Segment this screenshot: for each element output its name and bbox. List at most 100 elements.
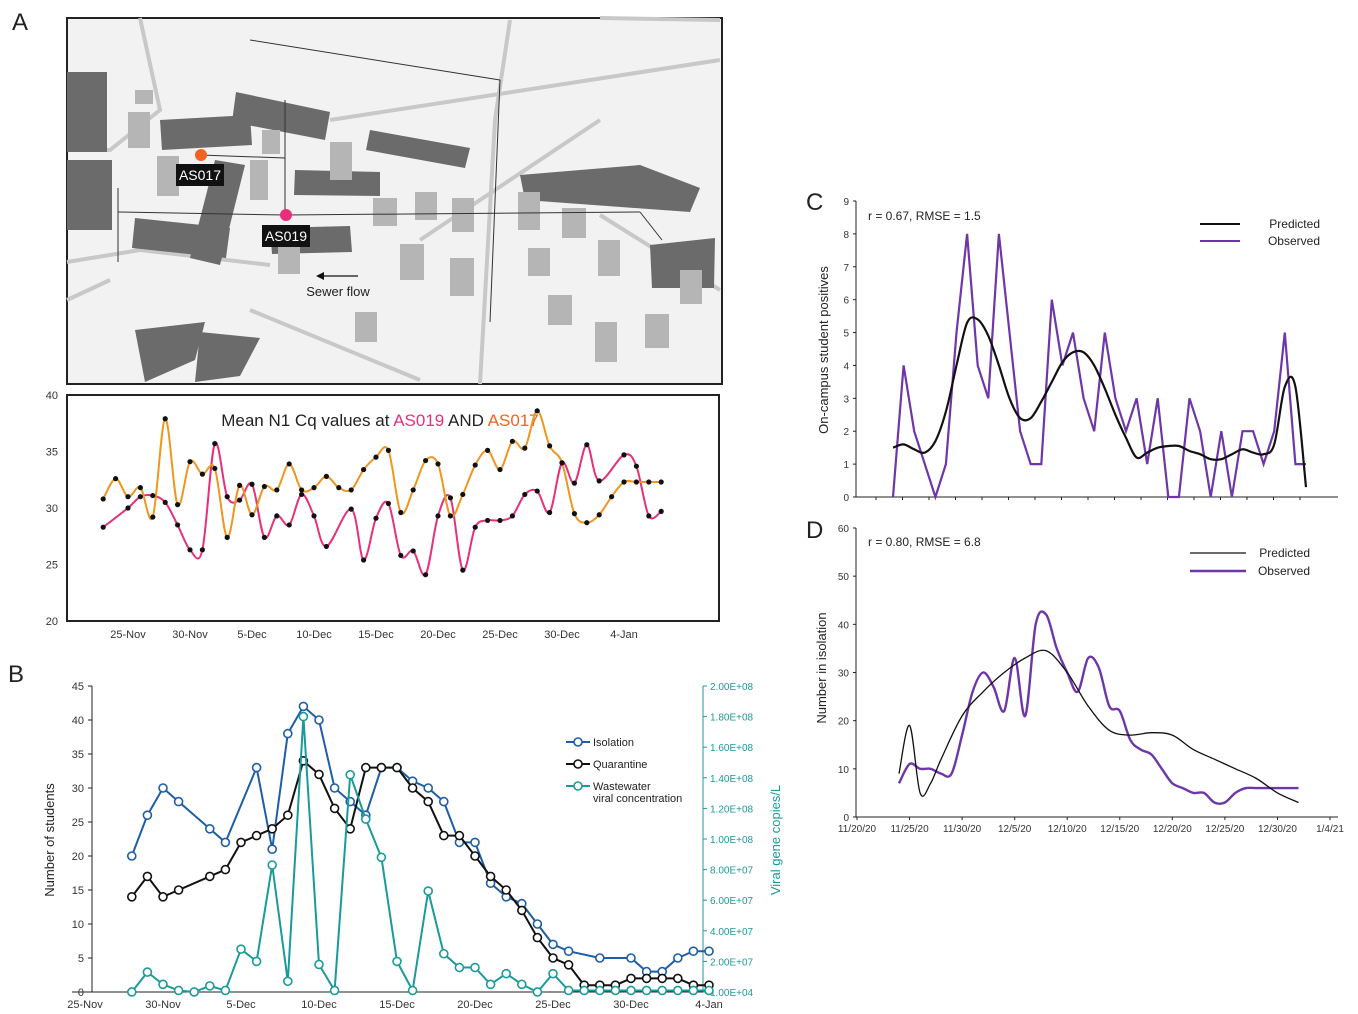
- chart-c-annotation: r = 0.67, RMSE = 1.5: [868, 209, 981, 223]
- chart-b-point-quarantine: [128, 893, 136, 901]
- chart-b-ytick-1: 5: [78, 953, 84, 965]
- chart-b-point-wastewater: [455, 964, 463, 972]
- chart-a-point-as019: [621, 452, 626, 457]
- chart-b-point-wastewater: [253, 957, 261, 965]
- chart-b-point-wastewater: [533, 988, 541, 996]
- chart-b-point-isolation: [549, 940, 557, 948]
- chart-b-y2tick-5: 1.00E+08: [710, 835, 754, 846]
- chart-b-point-wastewater: [331, 986, 339, 994]
- chart-a-point-as017: [572, 511, 577, 516]
- chart-d-ytick-5: 50: [838, 572, 850, 583]
- chart-b: 0 5 10 15 20 25 30 35 40 45 1.00E+04 2.00E+07 4.00E+…: [67, 681, 753, 1011]
- chart-a-point-as017: [175, 502, 180, 507]
- marker-as017: [195, 149, 207, 161]
- chart-a-point-as019: [659, 509, 664, 514]
- chart-b-point-wastewater: [487, 980, 495, 988]
- chart-a-point-as017: [535, 408, 540, 413]
- chart-b-point-quarantine: [206, 872, 214, 880]
- chart-d-xtick-5: 12/15/20: [1100, 824, 1139, 835]
- chart-b-point-quarantine: [533, 934, 541, 942]
- chart-a-point-as017: [187, 459, 192, 464]
- chart-b-point-wastewater: [440, 950, 448, 958]
- chart-d-xtick-8: 12/30/20: [1258, 824, 1297, 835]
- chart-c-legend-label-predicted: Predicted: [1269, 217, 1320, 231]
- chart-b-point-quarantine: [175, 886, 183, 894]
- chart-c-line-observed: [893, 234, 1306, 497]
- chart-b-xtick-0: 25-Nov: [67, 999, 103, 1011]
- chart-a-xtick-8: 4-Jan: [610, 629, 638, 641]
- chart-a-point-as019: [225, 494, 230, 499]
- chart-a-point-as019: [547, 510, 552, 515]
- chart-a-ytick-2: 30: [46, 503, 58, 515]
- chart-a-ytick-0: 20: [46, 616, 58, 628]
- chart-a-title: Mean N1 Cq values at AS019 AND AS017: [221, 411, 539, 430]
- chart-d-ytick-6: 60: [838, 524, 850, 535]
- chart-b-line-wastewater: [132, 717, 709, 992]
- chart-a-point-as019: [125, 505, 130, 510]
- chart-b-point-isolation: [533, 920, 541, 928]
- chart-a-point-as019: [163, 500, 168, 505]
- chart-a-point-as019: [597, 478, 602, 483]
- chart-b-point-quarantine: [393, 764, 401, 772]
- chart-b-y2tick-7: 1.40E+08: [710, 774, 754, 785]
- chart-b-y2label: Viral gene copies/L: [768, 785, 783, 895]
- chart-b-point-isolation: [128, 852, 136, 860]
- chart-b-point-quarantine: [502, 886, 510, 894]
- chart-a-ytick-4: 40: [46, 390, 58, 402]
- chart-a-point-as017: [373, 455, 378, 460]
- chart-a-point-as017: [225, 535, 230, 540]
- chart-a-point-as017: [299, 487, 304, 492]
- chart-b-ytick-4: 20: [72, 851, 84, 863]
- chart-d-ytick-1: 10: [838, 765, 850, 776]
- chart-a-point-as017: [621, 479, 626, 484]
- chart-d: 0 10 20 30 40 50 60 11/20/20 11/25/20 11/30/20 12/…: [838, 524, 1344, 835]
- chart-d-ytick-0: 0: [843, 813, 849, 824]
- chart-b-point-isolation: [143, 811, 151, 819]
- marker-as019: [280, 209, 292, 221]
- chart-a-xtick-6: 25-Dec: [482, 629, 518, 641]
- chart-b-point-quarantine: [268, 825, 276, 833]
- chart-a-point-as019: [435, 513, 440, 518]
- chart-b-y2tick-10: 2.00E+08: [710, 682, 754, 693]
- chart-a-point-as019: [584, 442, 589, 447]
- chart-a-point-as019: [411, 548, 416, 553]
- chart-b-ytick-7: 35: [72, 749, 84, 761]
- chart-b-point-quarantine: [221, 866, 229, 874]
- chart-a-point-as017: [163, 416, 168, 421]
- chart-b-point-wastewater: [377, 853, 385, 861]
- chart-b-xtick-4: 15-Dec: [379, 999, 415, 1011]
- chart-b-point-wastewater: [689, 986, 697, 994]
- chart-d-xtick-7: 12/25/20: [1205, 824, 1244, 835]
- chart-b-point-quarantine: [362, 764, 370, 772]
- chart-a-point-as017: [212, 466, 217, 471]
- chart-b-ytick-3: 15: [72, 885, 84, 897]
- chart-a-point-as019: [212, 441, 217, 446]
- chart-a-ytick-1: 25: [46, 560, 58, 572]
- chart-c-ytick-4: 4: [843, 361, 849, 372]
- chart-b-point-isolation: [175, 798, 183, 806]
- chart-a-point-as019: [572, 481, 577, 486]
- chart-a-point-as017: [349, 487, 354, 492]
- chart-a-xtick-0: 25-Nov: [110, 629, 146, 641]
- chart-a-point-as019: [311, 513, 316, 518]
- chart-b-point-wastewater: [596, 986, 604, 994]
- chart-b-point-wastewater: [705, 986, 713, 994]
- chart-a-point-as017: [411, 487, 416, 492]
- chart-d-line-observed: [899, 612, 1299, 804]
- chart-a-point-as019: [646, 513, 651, 518]
- panel-letter-c: C: [806, 189, 823, 216]
- chart-a-point-as019: [535, 488, 540, 493]
- chart-d-xtick-0: 11/20/20: [838, 824, 877, 835]
- chart-b-legend-marker-quarantine: [574, 760, 582, 768]
- chart-a-point-as017: [584, 520, 589, 525]
- chart-a-point-as017: [336, 485, 341, 490]
- panel-letter-d: D: [806, 517, 823, 544]
- chart-b-xtick-3: 10-Dec: [301, 999, 337, 1011]
- chart-a-point-as017: [435, 461, 440, 466]
- chart-a-point-as017: [361, 467, 366, 472]
- panel-letter-b: B: [8, 661, 24, 688]
- chart-d-ytick-2: 20: [838, 717, 850, 728]
- chart-a-point-as017: [659, 479, 664, 484]
- chart-b-point-quarantine: [315, 770, 323, 778]
